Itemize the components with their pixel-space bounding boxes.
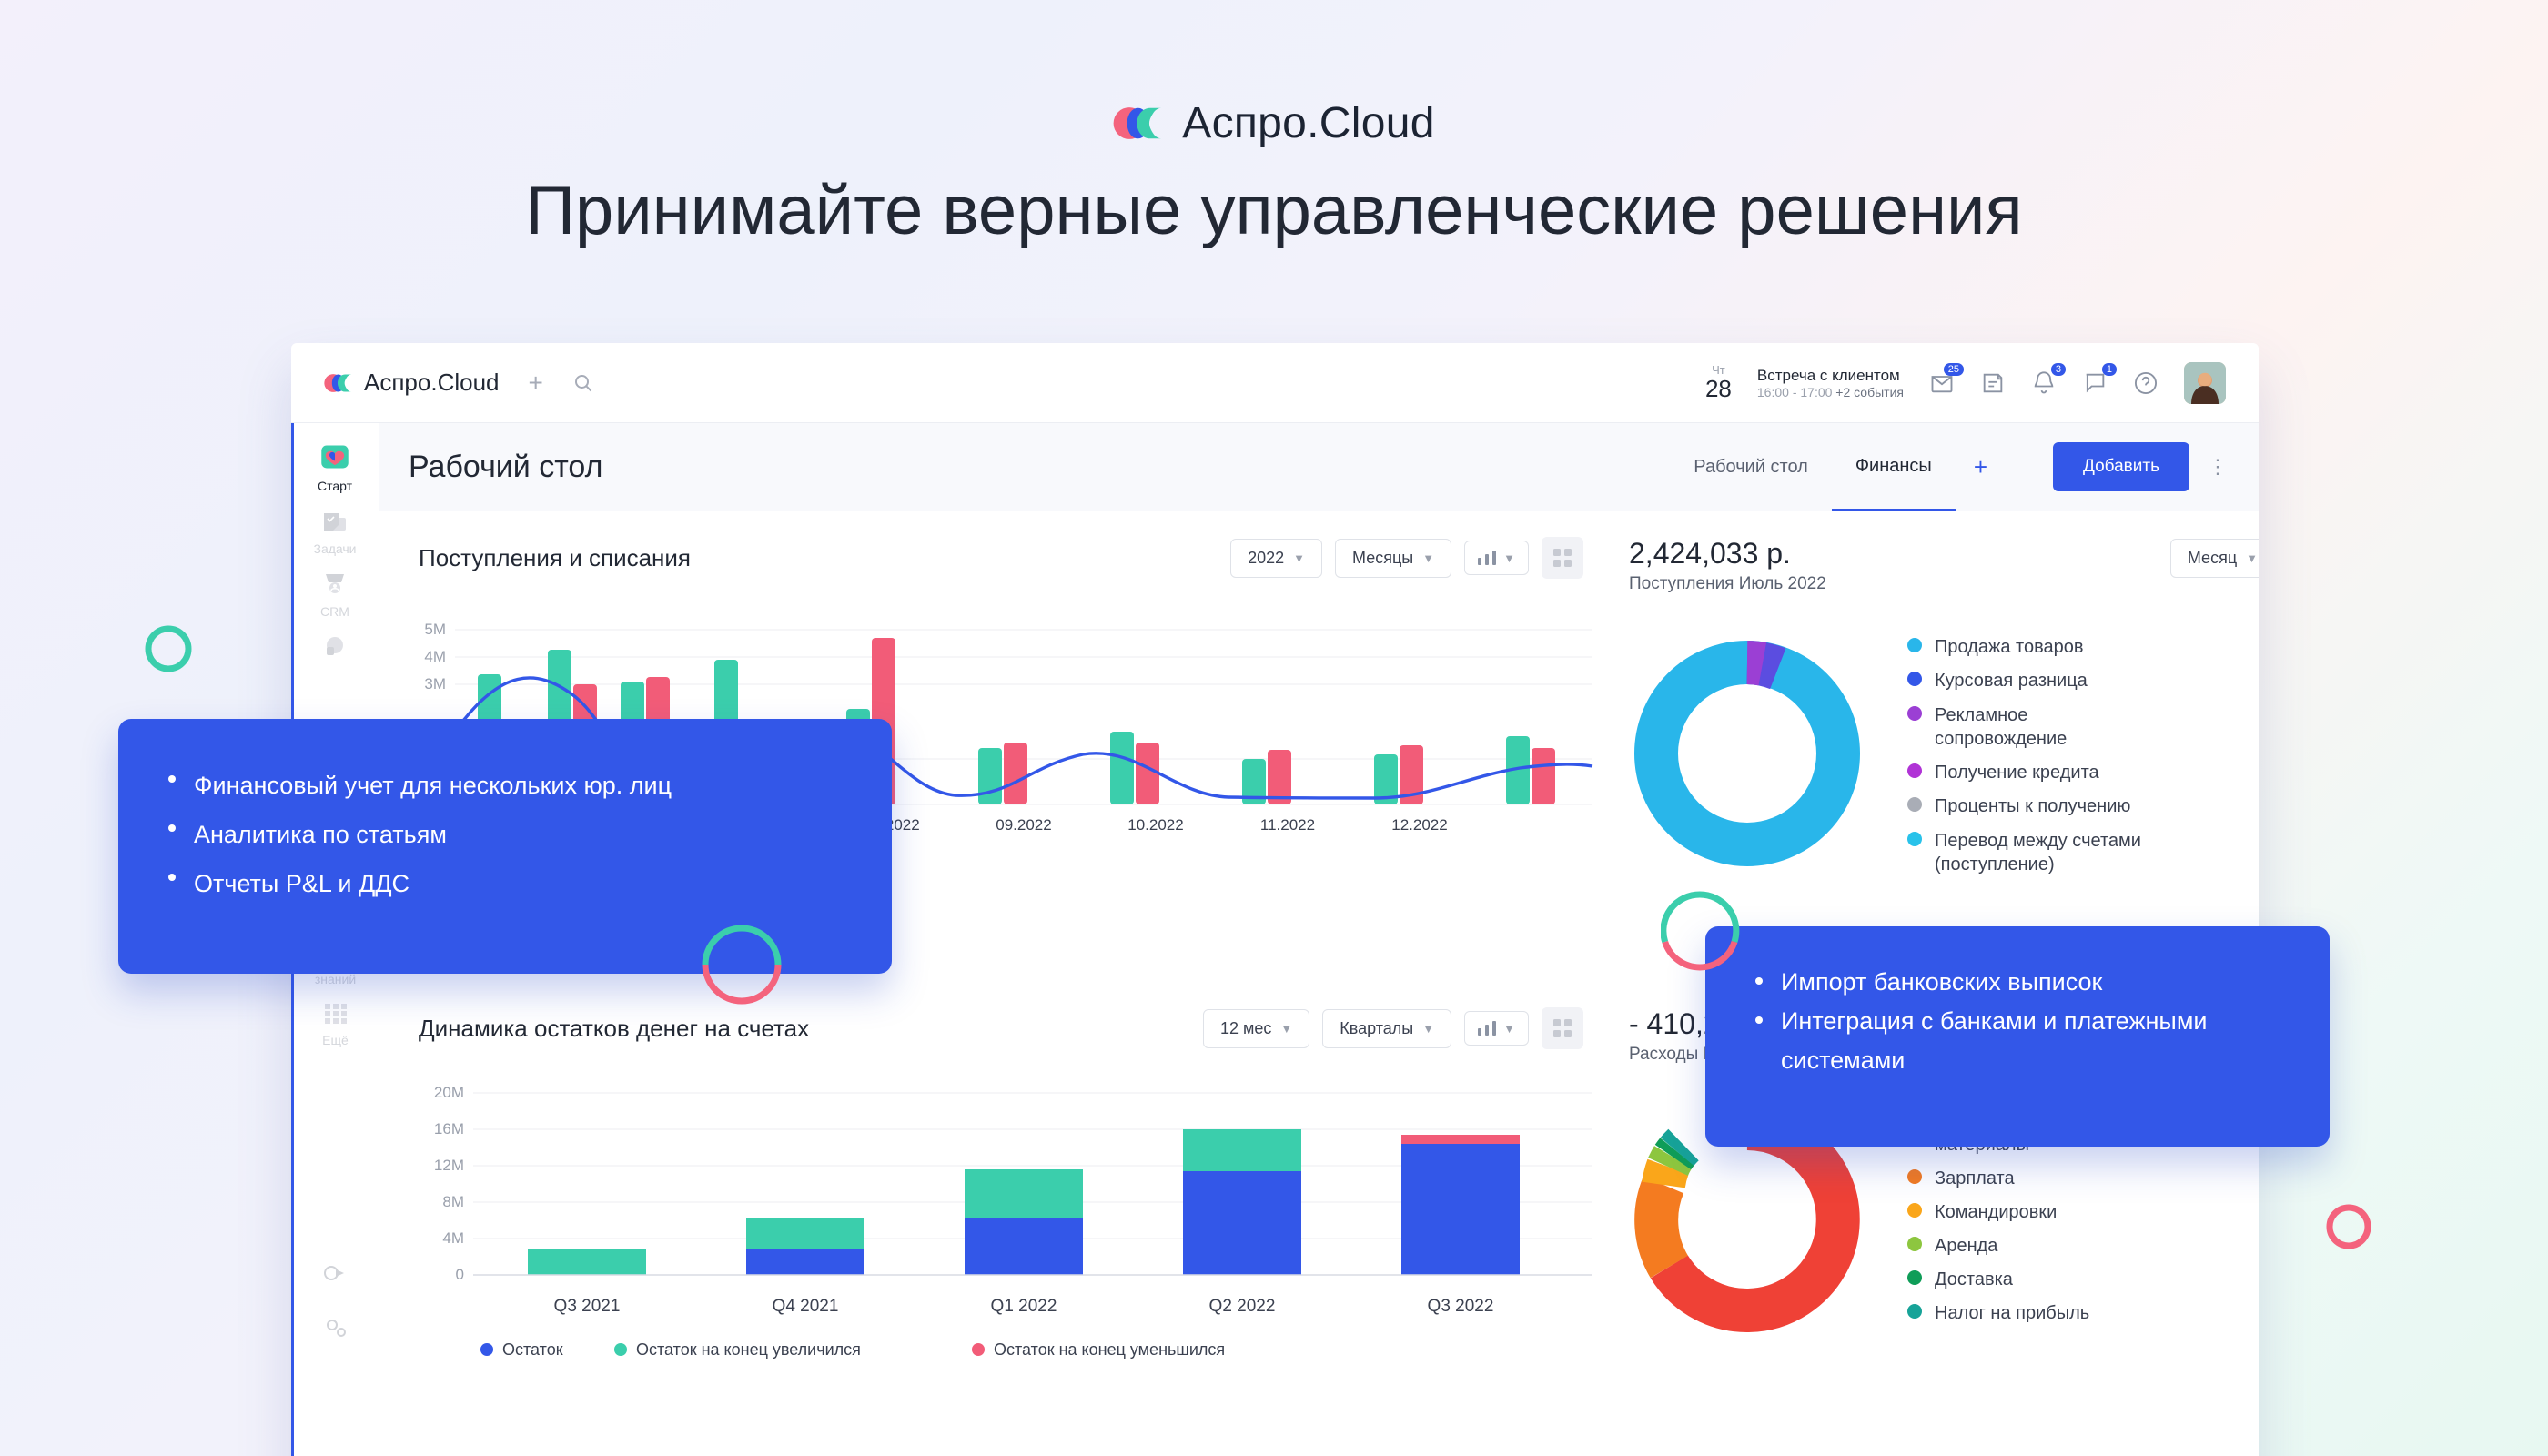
svg-text:12M: 12M [434,1157,464,1174]
svg-text:8M: 8M [442,1193,464,1210]
svg-text:20M: 20M [434,1084,464,1101]
svg-text:Остаток: Остаток [502,1340,563,1359]
svg-text:Остаток на конец увеличился: Остаток на конец увеличился [636,1340,861,1359]
svg-text:09.2022: 09.2022 [996,816,1051,834]
svg-text:11.2022: 11.2022 [1260,816,1315,834]
svg-text:0: 0 [456,1266,464,1283]
svg-text:16M: 16M [434,1120,464,1138]
svg-text:Q1 2022: Q1 2022 [991,1297,1057,1316]
svg-text:4M: 4M [442,1229,464,1247]
svg-text:12.2022: 12.2022 [1391,816,1447,834]
svg-text:10.2022: 10.2022 [1127,816,1183,834]
svg-text:Q3 2021: Q3 2021 [554,1297,621,1316]
svg-text:Q3 2022: Q3 2022 [1428,1297,1494,1316]
svg-text:Q4 2021: Q4 2021 [773,1297,839,1316]
svg-text:4M: 4M [424,648,446,665]
svg-text:3M: 3M [424,675,446,693]
svg-text:Q2 2022: Q2 2022 [1209,1297,1276,1316]
svg-text:Остаток на конец уменьшился: Остаток на конец уменьшился [994,1340,1225,1359]
svg-text:5M: 5M [424,621,446,638]
